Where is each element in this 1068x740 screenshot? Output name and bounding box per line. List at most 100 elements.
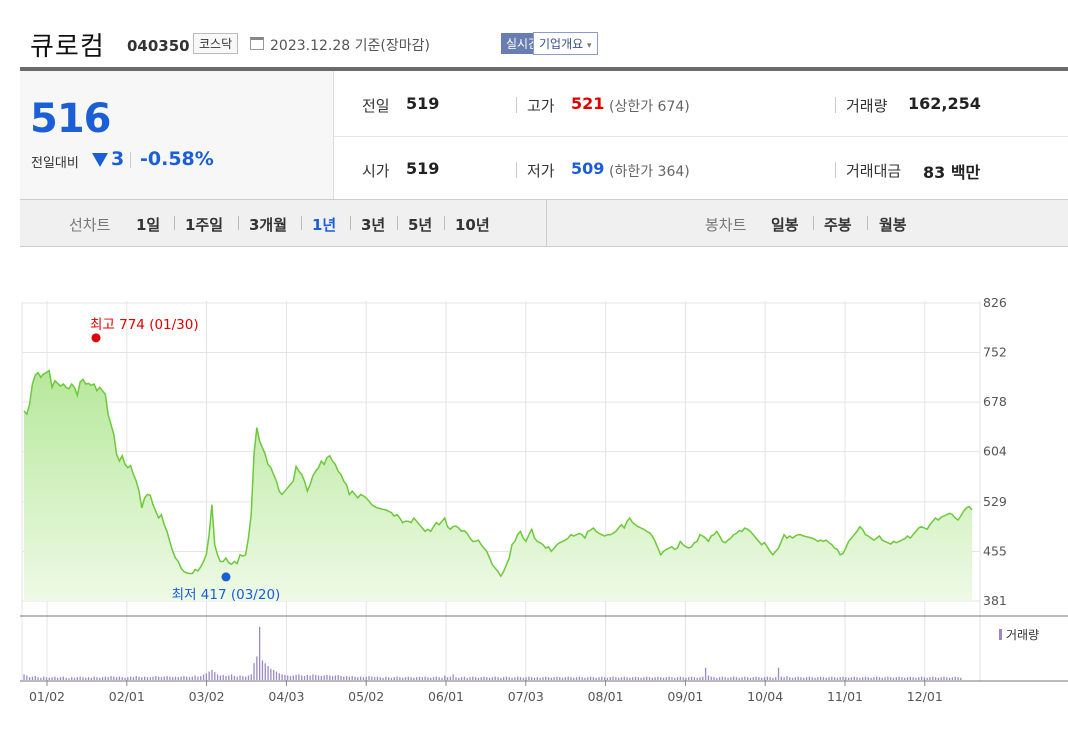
line-chart-label: 선차트 — [69, 216, 111, 234]
tab-10y[interactable]: 10년 — [455, 216, 490, 234]
volume-bar — [96, 677, 98, 680]
volume-bar — [340, 676, 342, 680]
volume-bar — [275, 671, 278, 680]
tab-1d[interactable]: 1일 — [136, 216, 161, 234]
volume-bar — [766, 676, 768, 680]
company-name: 큐로컴 — [30, 32, 105, 62]
y-tick-label: 604 — [983, 444, 1007, 459]
volume-bar — [214, 672, 216, 680]
volume-bar — [533, 677, 536, 680]
volume-bar — [118, 676, 121, 680]
tab-5y[interactable]: 5년 — [408, 216, 433, 234]
volume-bar — [329, 675, 331, 680]
volume-bar — [256, 656, 258, 680]
volume-bar — [609, 677, 611, 680]
calendar-icon — [250, 37, 264, 50]
tab-divider — [174, 216, 175, 230]
volume-bar — [26, 675, 28, 680]
volume-bar — [643, 677, 645, 680]
volume-bar — [856, 677, 858, 680]
volume-bar — [200, 676, 202, 680]
volume-bar — [424, 676, 426, 680]
volume-bar — [822, 677, 825, 680]
volume-bar — [690, 676, 693, 680]
tab-1y[interactable]: 1년 — [312, 216, 337, 234]
tab-3m[interactable]: 3개월 — [249, 216, 288, 234]
price-panel — [20, 71, 334, 199]
volume-bar — [242, 676, 244, 680]
volume-bar — [589, 676, 592, 680]
volume-bar — [730, 677, 732, 680]
volume-bar — [141, 677, 143, 680]
volume-bar — [556, 676, 558, 680]
volume-bar — [334, 675, 337, 680]
volume-bar — [550, 677, 552, 680]
volume-value: 162,254 — [908, 94, 981, 113]
volume-bar — [943, 676, 945, 680]
y-tick-label: 455 — [983, 543, 1007, 558]
volume-bar — [99, 677, 101, 680]
volume-bar — [244, 676, 247, 680]
volume-bar — [166, 676, 168, 680]
volume-bar — [382, 677, 384, 680]
volume-bar — [503, 677, 505, 680]
volume-bar — [606, 677, 609, 680]
volume-bar — [845, 677, 847, 680]
volume-bar — [915, 677, 917, 680]
volume-bar — [303, 676, 306, 680]
volume-bar — [763, 677, 766, 680]
tab-daily[interactable]: 일봉 — [771, 216, 799, 234]
volume-legend: 거래량 — [1006, 628, 1039, 642]
volume-bar — [603, 677, 606, 680]
company-overview-dropdown[interactable]: 기업개요 ▾ — [533, 32, 598, 55]
tab-1w[interactable]: 1주일 — [185, 216, 224, 234]
volume-bar — [379, 677, 381, 680]
volume-bar — [758, 677, 760, 680]
volume-bar — [345, 676, 348, 680]
volume-bar — [45, 677, 48, 680]
volume-bar — [901, 677, 903, 680]
volume-bar — [172, 677, 174, 680]
volume-bar — [295, 674, 297, 680]
volume-bar — [794, 677, 797, 680]
volume-bar — [618, 677, 620, 680]
market-badge: 코스닥 — [193, 33, 239, 54]
volume-bar — [278, 673, 280, 680]
volume-bar — [660, 677, 662, 680]
volume-bar — [205, 673, 208, 680]
volume-bar — [270, 668, 272, 680]
volume-bar — [396, 676, 398, 680]
x-tick-label: 08/01 — [588, 689, 624, 704]
volume-bar — [940, 677, 942, 680]
volume-bar — [477, 677, 480, 680]
volume-bar — [292, 675, 294, 680]
volume-bar — [390, 677, 393, 680]
volume-bar — [960, 677, 962, 680]
volume-bar — [385, 676, 387, 680]
x-tick-label: 04/03 — [268, 689, 304, 704]
volume-bar — [138, 676, 140, 680]
tab-monthly[interactable]: 월봉 — [879, 216, 907, 234]
volume-bar — [87, 677, 90, 680]
volume-bar — [929, 677, 931, 680]
col-divider — [835, 97, 836, 113]
volume-bar — [115, 677, 118, 680]
high-marker — [91, 333, 101, 343]
volume-bar — [441, 677, 443, 680]
y-axis-ticks: 826 752 678 604 529 455 381 — [983, 295, 1007, 608]
volume-bar — [73, 677, 76, 680]
volume-bar — [831, 676, 833, 680]
volume-bar — [152, 676, 154, 680]
volume-bar — [225, 676, 227, 680]
volume-bar — [309, 675, 311, 680]
volume-bar — [284, 674, 286, 680]
tab-3y[interactable]: 3년 — [361, 216, 386, 234]
volume-bar — [679, 676, 682, 680]
volume-bar — [247, 675, 250, 680]
volume-bar — [399, 677, 401, 680]
volume-bar — [228, 675, 230, 680]
tab-weekly[interactable]: 주봉 — [824, 216, 852, 234]
volume-bar — [494, 676, 496, 680]
volume-bar — [368, 676, 370, 680]
